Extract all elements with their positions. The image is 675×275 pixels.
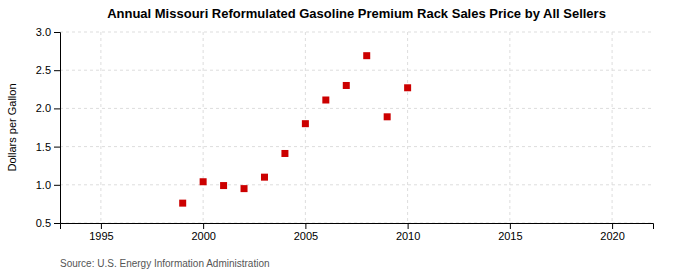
point [302, 120, 309, 127]
y-tick-mark [54, 147, 60, 148]
x-tick-mark [510, 223, 511, 229]
x-tick-mark [101, 223, 102, 229]
point [179, 200, 186, 207]
x-tick-label: 2015 [498, 230, 522, 242]
x-tick: 2015 [498, 223, 522, 242]
grid-line-x [203, 32, 204, 223]
chart-svg: 1995 2000 2005 2010 2015 2020 0.5 1.0 1.5 2.0 2.5 3… [0, 0, 675, 275]
point [200, 178, 207, 185]
y-tick: 2.5 [36, 64, 60, 76]
y-tick-mark [54, 32, 60, 33]
x-tick-label: 2000 [191, 230, 215, 242]
point [404, 84, 411, 91]
y-tick: 2.0 [36, 102, 60, 114]
y-tick-label: 2.5 [36, 64, 51, 76]
y-tick-label: 0.5 [36, 217, 51, 229]
points [179, 52, 411, 206]
x-tick-mark [612, 223, 613, 229]
plot: 1995 2000 2005 2010 2015 2020 0.5 1.0 1.5 2.0 2.5 3… [36, 26, 654, 242]
grid-line-x [305, 32, 306, 223]
grid-line-x [509, 32, 510, 223]
x-tick: 1995 [89, 223, 113, 242]
x-tick-label: 2005 [294, 230, 318, 242]
x-tick-mark [408, 223, 409, 229]
y-axis-title: Dollars per Gallon [6, 83, 18, 171]
y-axis: 0.5 1.0 1.5 2.0 2.5 3.0 [36, 26, 61, 229]
x-tick-label: 1995 [89, 230, 113, 242]
point [363, 52, 370, 59]
x-tick: 2000 [191, 223, 215, 242]
grid-line-y [60, 108, 653, 109]
x-tick: 2005 [294, 223, 318, 242]
y-axis-line [54, 33, 61, 224]
point [343, 82, 350, 89]
y-tick: 3.0 [36, 26, 60, 38]
point [281, 150, 288, 157]
y-tick-label: 2.0 [36, 102, 51, 114]
y-tick-label: 1.5 [36, 141, 51, 153]
y-tick: 1.0 [36, 179, 60, 191]
x-tick-mark [203, 223, 204, 229]
grid-line-x [407, 32, 408, 223]
point [220, 182, 227, 189]
source-note: Source: U.S. Energy Information Administ… [60, 258, 270, 269]
y-tick-mark [54, 70, 60, 71]
point [322, 96, 329, 103]
x-tick: 2020 [600, 223, 624, 242]
y-tick-mark [54, 223, 60, 224]
x-tick-label: 2010 [396, 230, 420, 242]
point [384, 113, 391, 120]
x-tick-mark [305, 223, 306, 229]
grid [60, 32, 653, 223]
y-tick: 1.5 [36, 141, 60, 153]
grid-line-y [60, 32, 653, 33]
chart-container: 1995 2000 2005 2010 2015 2020 0.5 1.0 1.5 2.0 2.5 3… [0, 0, 675, 275]
grid-line-y [60, 184, 653, 185]
y-tick: 0.5 [36, 217, 60, 229]
grid-line-y [60, 146, 653, 147]
x-tick-label: 2020 [600, 230, 624, 242]
y-tick-label: 3.0 [36, 26, 51, 38]
x-axis: 1995 2000 2005 2010 2015 2020 [61, 223, 654, 242]
title: Annual Missouri Reformulated Gasoline Pr… [107, 6, 606, 21]
grid-line-y [60, 70, 653, 71]
point [261, 174, 268, 181]
y-tick-mark [54, 108, 60, 109]
x-axis-line [61, 224, 654, 230]
y-tick-label: 1.0 [36, 179, 51, 191]
y-tick-mark [54, 185, 60, 186]
grid-line-x [612, 32, 613, 223]
grid-line-x [100, 32, 101, 223]
x-tick: 2010 [396, 223, 420, 242]
point [241, 185, 248, 192]
